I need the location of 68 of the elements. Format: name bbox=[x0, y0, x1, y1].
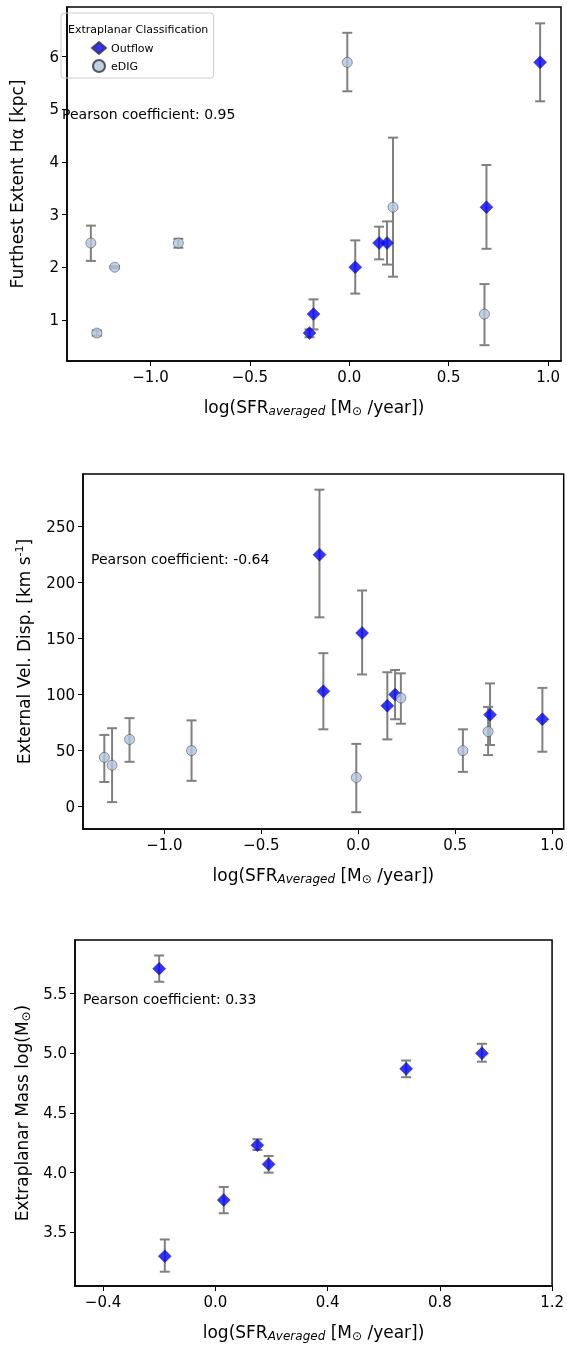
point bbox=[355, 626, 369, 640]
y-tick-label: 0 bbox=[65, 797, 75, 816]
point bbox=[380, 236, 394, 250]
x-tick-label: −0.5 bbox=[243, 835, 280, 854]
point bbox=[395, 692, 407, 704]
x-tick-label: 1.2 bbox=[540, 1292, 564, 1311]
annotation: Pearson coefficient: 0.33 bbox=[83, 991, 257, 1007]
annotation: Pearson coefficient: -0.64 bbox=[91, 551, 270, 567]
x-tick-label: 1.0 bbox=[536, 367, 561, 386]
point bbox=[152, 961, 166, 976]
point bbox=[479, 308, 490, 320]
y-tick-label: 3 bbox=[49, 205, 59, 224]
y-tick-label: 250 bbox=[46, 517, 75, 536]
y-tick-label: 6 bbox=[49, 47, 59, 66]
x-tick-label: −0.5 bbox=[231, 367, 269, 386]
y-axis-title: Furthest Extent Hα [kpc] bbox=[6, 79, 27, 289]
point bbox=[158, 1249, 172, 1263]
point bbox=[387, 201, 399, 213]
legend-title: Extraplanar Classification bbox=[68, 23, 209, 36]
point bbox=[475, 1046, 489, 1061]
x-tick-label: 0.5 bbox=[443, 835, 468, 854]
y-tick-label: 1 bbox=[49, 310, 59, 329]
point bbox=[479, 200, 494, 214]
point bbox=[482, 726, 494, 737]
x-tick-label: 0.0 bbox=[203, 1292, 228, 1311]
legend-label: eDIG bbox=[111, 59, 139, 73]
y-tick-label: 200 bbox=[46, 573, 75, 592]
point bbox=[99, 752, 110, 763]
point bbox=[342, 57, 353, 68]
y-axis-title: External Vel. Disp. [km s-1] bbox=[13, 538, 34, 765]
x-tick-label: −1.0 bbox=[132, 367, 169, 386]
y-tick-label: 4.0 bbox=[43, 1163, 67, 1182]
y-tick-label: 5.0 bbox=[43, 1044, 67, 1063]
y-tick-label: 50 bbox=[55, 741, 75, 760]
point bbox=[483, 707, 497, 722]
x-tick-label: 1.0 bbox=[540, 835, 564, 854]
point bbox=[106, 759, 118, 771]
point bbox=[312, 547, 327, 562]
x-tick-label: 0.8 bbox=[427, 1292, 452, 1311]
y-tick-label: 4 bbox=[49, 152, 59, 171]
point bbox=[533, 55, 547, 70]
point bbox=[186, 745, 197, 756]
y-tick-label: 2 bbox=[49, 258, 59, 277]
point bbox=[535, 712, 550, 727]
y-axis-title: Extraplanar Mass log(M⊙) bbox=[12, 1004, 34, 1222]
point bbox=[457, 745, 469, 756]
point bbox=[306, 307, 321, 321]
x-tick-label: 0.0 bbox=[346, 835, 371, 854]
point bbox=[85, 237, 97, 249]
x-tick-label: −1.0 bbox=[146, 835, 183, 854]
point bbox=[351, 772, 362, 783]
x-tick-label: 0.5 bbox=[436, 367, 461, 386]
y-tick-label: 3.5 bbox=[43, 1223, 67, 1242]
legend-label: Outflow bbox=[111, 41, 154, 55]
point bbox=[348, 260, 363, 275]
point bbox=[216, 1193, 231, 1207]
y-tick-label: 5.5 bbox=[43, 984, 67, 1003]
x-tick-label: −0.4 bbox=[84, 1292, 122, 1311]
y-tick-label: 5 bbox=[49, 100, 59, 119]
y-tick-label: 100 bbox=[46, 685, 75, 704]
point bbox=[109, 261, 121, 273]
x-tick-label: 0.0 bbox=[337, 367, 362, 386]
x-tick-label: 0.4 bbox=[315, 1292, 340, 1311]
y-tick-label: 4.5 bbox=[43, 1104, 67, 1122]
point bbox=[124, 734, 135, 745]
point bbox=[316, 684, 331, 699]
y-tick-label: 150 bbox=[46, 629, 75, 648]
point bbox=[380, 699, 395, 713]
